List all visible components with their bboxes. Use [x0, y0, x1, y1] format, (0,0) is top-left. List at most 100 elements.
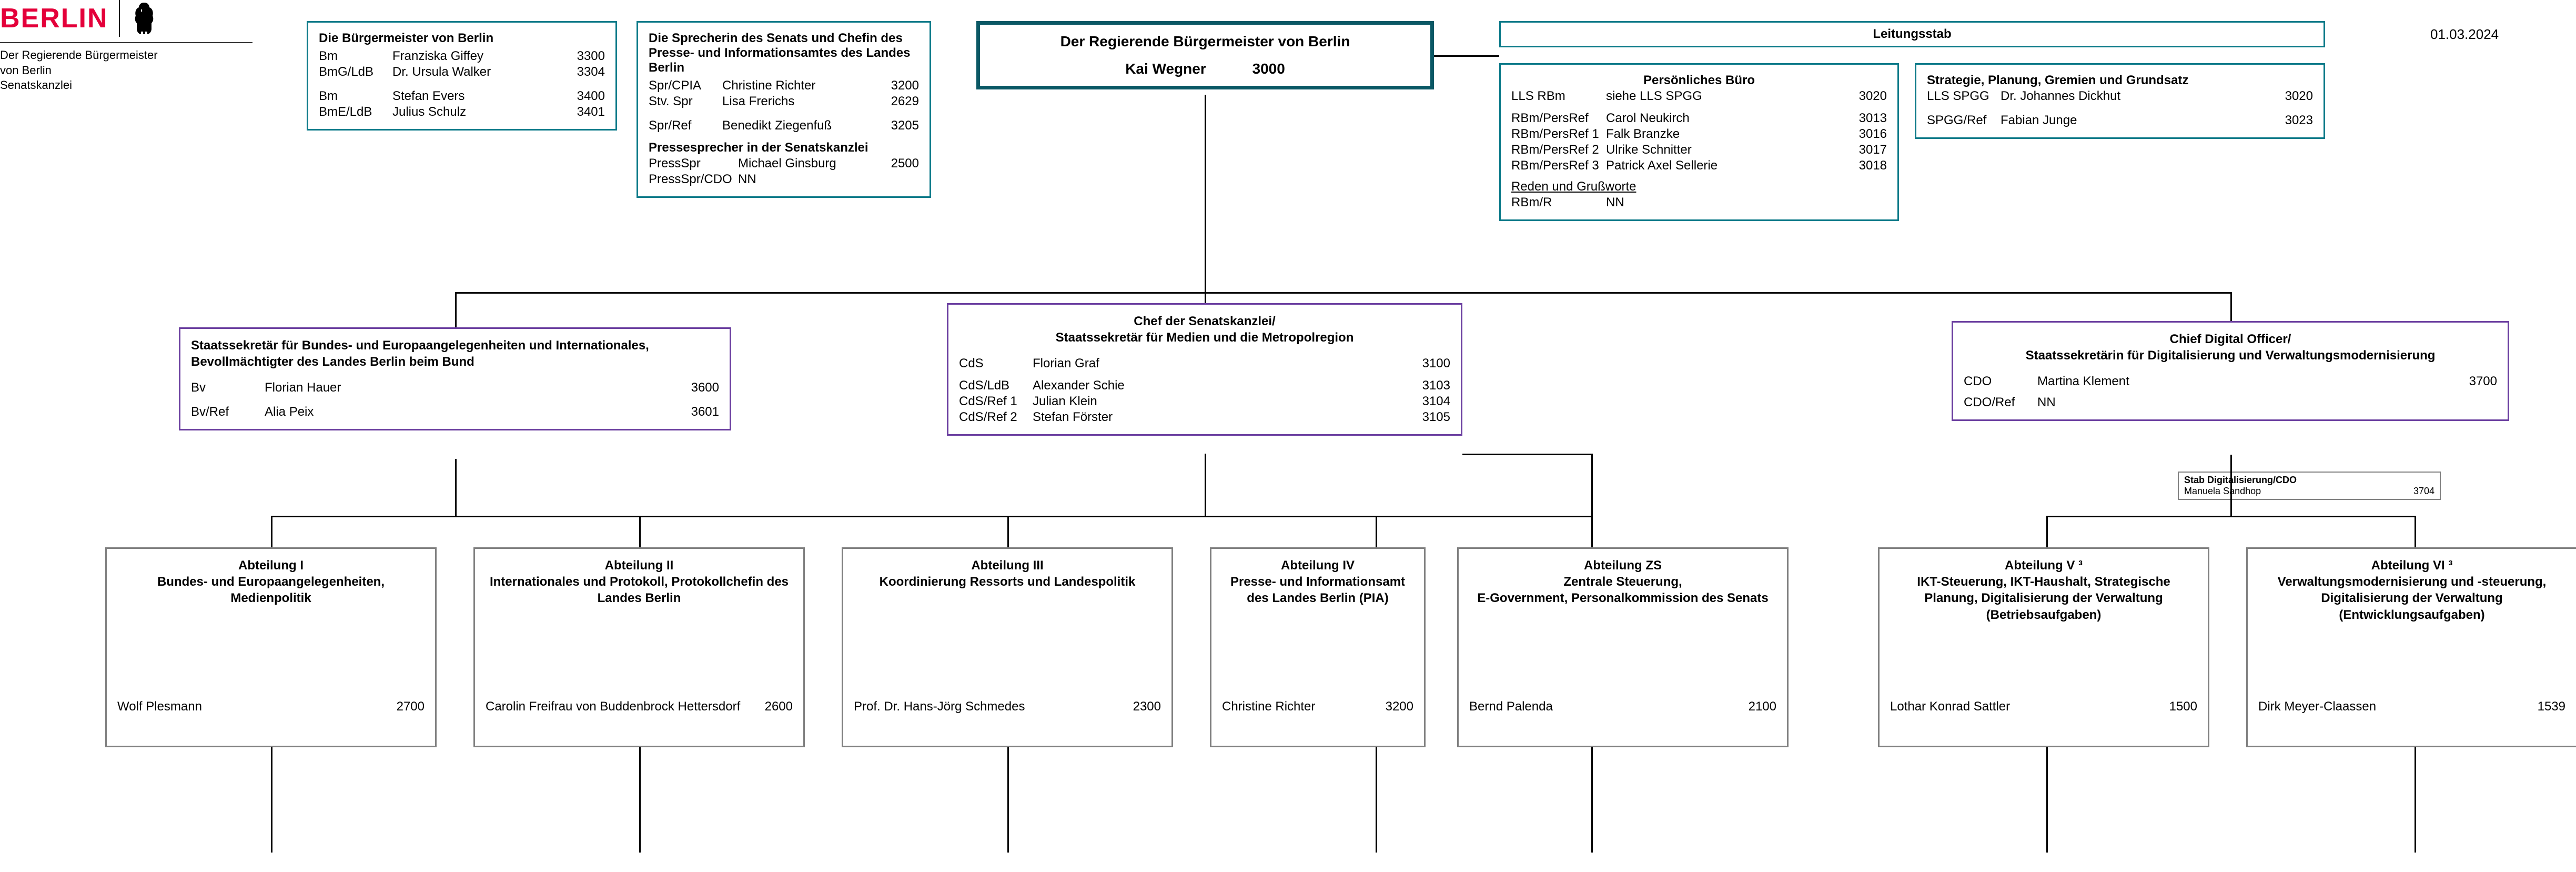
name: Dr. Johannes Dickhut [2001, 89, 2276, 104]
spokes-sub2: Pressesprecher in der Senatskanzlei [649, 141, 919, 155]
dept-box-1: Abteilung I Bundes- und Europaangelegenh… [105, 547, 437, 747]
dept-title: Abteilung IV Presse- und Informationsamt… [1222, 557, 1413, 607]
role: CdS [959, 356, 1033, 371]
dept-title: Abteilung V ³ IKT-Steuerung, IKT-Haushal… [1890, 557, 2197, 623]
connector [1376, 747, 1377, 853]
name: Lisa Frerichs [722, 94, 882, 109]
dept-head-name: Lothar Konrad Sattler [1890, 699, 2155, 714]
dept-head-code: 2600 [751, 699, 793, 714]
name: Julian Klein [1033, 394, 1413, 409]
role: RBm/PersRef 3 [1511, 158, 1606, 173]
dept-head-code: 2300 [1119, 699, 1161, 714]
name: Michael Ginsburg [738, 156, 882, 171]
name: Benedikt Ziegenfuß [722, 118, 882, 133]
dept-title: Abteilung II Internationales und Protoko… [486, 557, 793, 607]
bear-icon [130, 0, 157, 37]
code: 3401 [568, 105, 605, 119]
dept-head-name: Christine Richter [1222, 699, 1371, 714]
code: 3023 [2276, 113, 2313, 128]
name: NN [738, 172, 882, 187]
role: Bm [319, 89, 392, 104]
code: 3016 [1850, 127, 1887, 142]
connector [639, 516, 641, 547]
dept-head-code: 1500 [2155, 699, 2197, 714]
leitung-title: Leitungsstab [1873, 27, 1951, 41]
code [882, 172, 919, 187]
dept-head-code: 2700 [382, 699, 425, 714]
connector [1205, 454, 1206, 516]
governing-name: Kai Wegner [1125, 61, 1206, 77]
dept-box-5: Abteilung ZS Zentrale Steuerung, E-Gover… [1457, 547, 1789, 747]
governing-code: 3000 [1252, 61, 1285, 77]
cdo-title: Chief Digital Officer/ Staatssekretärin … [1964, 331, 2497, 364]
role: SPGG/Ref [1927, 113, 2001, 128]
logo-sub3: Senatskanzlei [0, 78, 252, 93]
name: NN [1606, 195, 1850, 210]
logo-sub2: von Berlin [0, 63, 252, 78]
dept-title: Abteilung III Koordinierung Ressorts und… [854, 557, 1161, 590]
leitung-header: Leitungsstab [1499, 21, 2325, 47]
mayors-box: Die Bürgermeister von Berlin BmFranziska… [307, 21, 617, 131]
governing-box: Der Regierende Bürgermeister von Berlin … [976, 21, 1434, 89]
code: 3100 [1413, 356, 1450, 371]
name: Alexander Schie [1033, 378, 1413, 393]
code [1850, 195, 1887, 210]
role: Spr/Ref [649, 118, 722, 133]
name: Florian Hauer [265, 380, 682, 395]
stab-cdo-title: Stab Digitalisierung/CDO [2184, 475, 2434, 486]
connector [455, 292, 2230, 294]
code: 3200 [882, 78, 919, 93]
name: Florian Graf [1033, 356, 1413, 371]
dept-box-7: Abteilung VI ³ Verwaltungsmodernisierung… [2246, 547, 2576, 747]
code: 3304 [568, 65, 605, 79]
stab-cdo-box: Stab Digitalisierung/CDO Manuela Sandhop… [2178, 472, 2441, 500]
code: 2629 [882, 94, 919, 109]
leitung-right-title: Strategie, Planung, Gremien und Grundsat… [1927, 73, 2313, 88]
role: PressSpr [649, 156, 738, 171]
role: LLS RBm [1511, 89, 1606, 104]
leitung-right-box: Strategie, Planung, Gremien und Grundsat… [1915, 63, 2325, 139]
code: 3104 [1413, 394, 1450, 409]
connector [2046, 516, 2048, 547]
role: RBm/PersRef 1 [1511, 127, 1606, 142]
code: 3017 [1850, 143, 1887, 157]
name: Martina Klement [2037, 374, 2460, 389]
connector [1205, 95, 1206, 303]
dept-head-name: Bernd Palenda [1469, 699, 1734, 714]
dept-box-3: Abteilung III Koordinierung Ressorts und… [842, 547, 1173, 747]
dept-head-name: Carolin Freifrau von Buddenbrock Hetters… [486, 699, 751, 714]
name: Julius Schulz [392, 105, 568, 119]
code: 3700 [2460, 374, 2497, 389]
connector [1462, 454, 1593, 455]
connector [1376, 516, 1377, 547]
connector [639, 747, 641, 853]
logo-word: BERLIN [0, 3, 108, 34]
role: Stv. Spr [649, 94, 722, 109]
dept-title: Abteilung VI ³ Verwaltungsmodernisierung… [2258, 557, 2565, 623]
connector [2046, 747, 2048, 853]
bv-title: Staatssekretär für Bundes- und Europaang… [191, 337, 719, 370]
role: Bm [319, 49, 392, 64]
role: Spr/CPIA [649, 78, 722, 93]
stab-cdo-name: Manuela Sandhop [2184, 486, 2261, 497]
connector [1434, 55, 1499, 57]
name: Christine Richter [722, 78, 882, 93]
code: 3018 [1850, 158, 1887, 173]
role: RBm/R [1511, 195, 1606, 210]
name: Ulrike Schnitter [1606, 143, 1850, 157]
name: Fabian Junge [2001, 113, 2276, 128]
name: Patrick Axel Sellerie [1606, 158, 1850, 173]
spokes-box: Die Sprecherin des Senats und Chefin des… [637, 21, 931, 198]
role: Bv [191, 380, 265, 395]
code: 2500 [882, 156, 919, 171]
connector [271, 516, 272, 547]
spokes-title: Die Sprecherin des Senats und Chefin des… [649, 31, 919, 75]
connector [1007, 516, 1009, 547]
code: 3020 [2276, 89, 2313, 104]
name: Falk Branzke [1606, 127, 1850, 142]
leitung-sub3: Reden und Grußworte [1511, 179, 1887, 194]
dept-head-code: 1539 [2523, 699, 2565, 714]
role: BmG/LdB [319, 65, 392, 79]
name: Stefan Förster [1033, 410, 1413, 425]
dept-box-2: Abteilung II Internationales und Protoko… [473, 547, 805, 747]
